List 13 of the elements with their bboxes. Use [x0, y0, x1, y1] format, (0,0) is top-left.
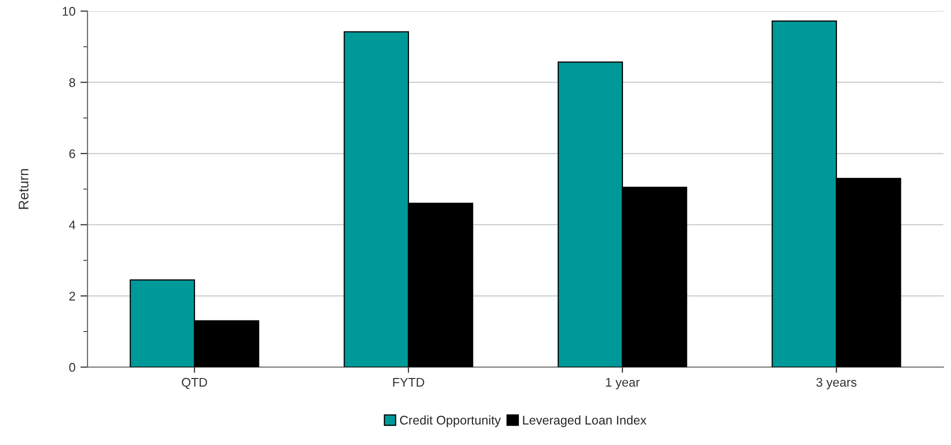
x-tick-label: 1 year	[606, 378, 640, 390]
y-tick-label: 2	[69, 292, 76, 300]
y-tick-label: 0	[69, 362, 76, 372]
y-tick-label: 4	[69, 220, 76, 230]
x-tick-label: 3 years	[816, 378, 856, 390]
y-axis-title: Return	[18, 169, 28, 209]
x-tick-label: FYTD	[393, 378, 424, 387]
legend-label: Leveraged Loan Index	[523, 415, 646, 428]
x-tick-label: QTD	[182, 378, 208, 389]
y-tick-label: 10	[62, 6, 76, 16]
y-tick-label: 8	[69, 78, 76, 87]
legend-label: Credit Opportunity	[400, 415, 501, 428]
y-tick-label: 6	[69, 149, 76, 158]
